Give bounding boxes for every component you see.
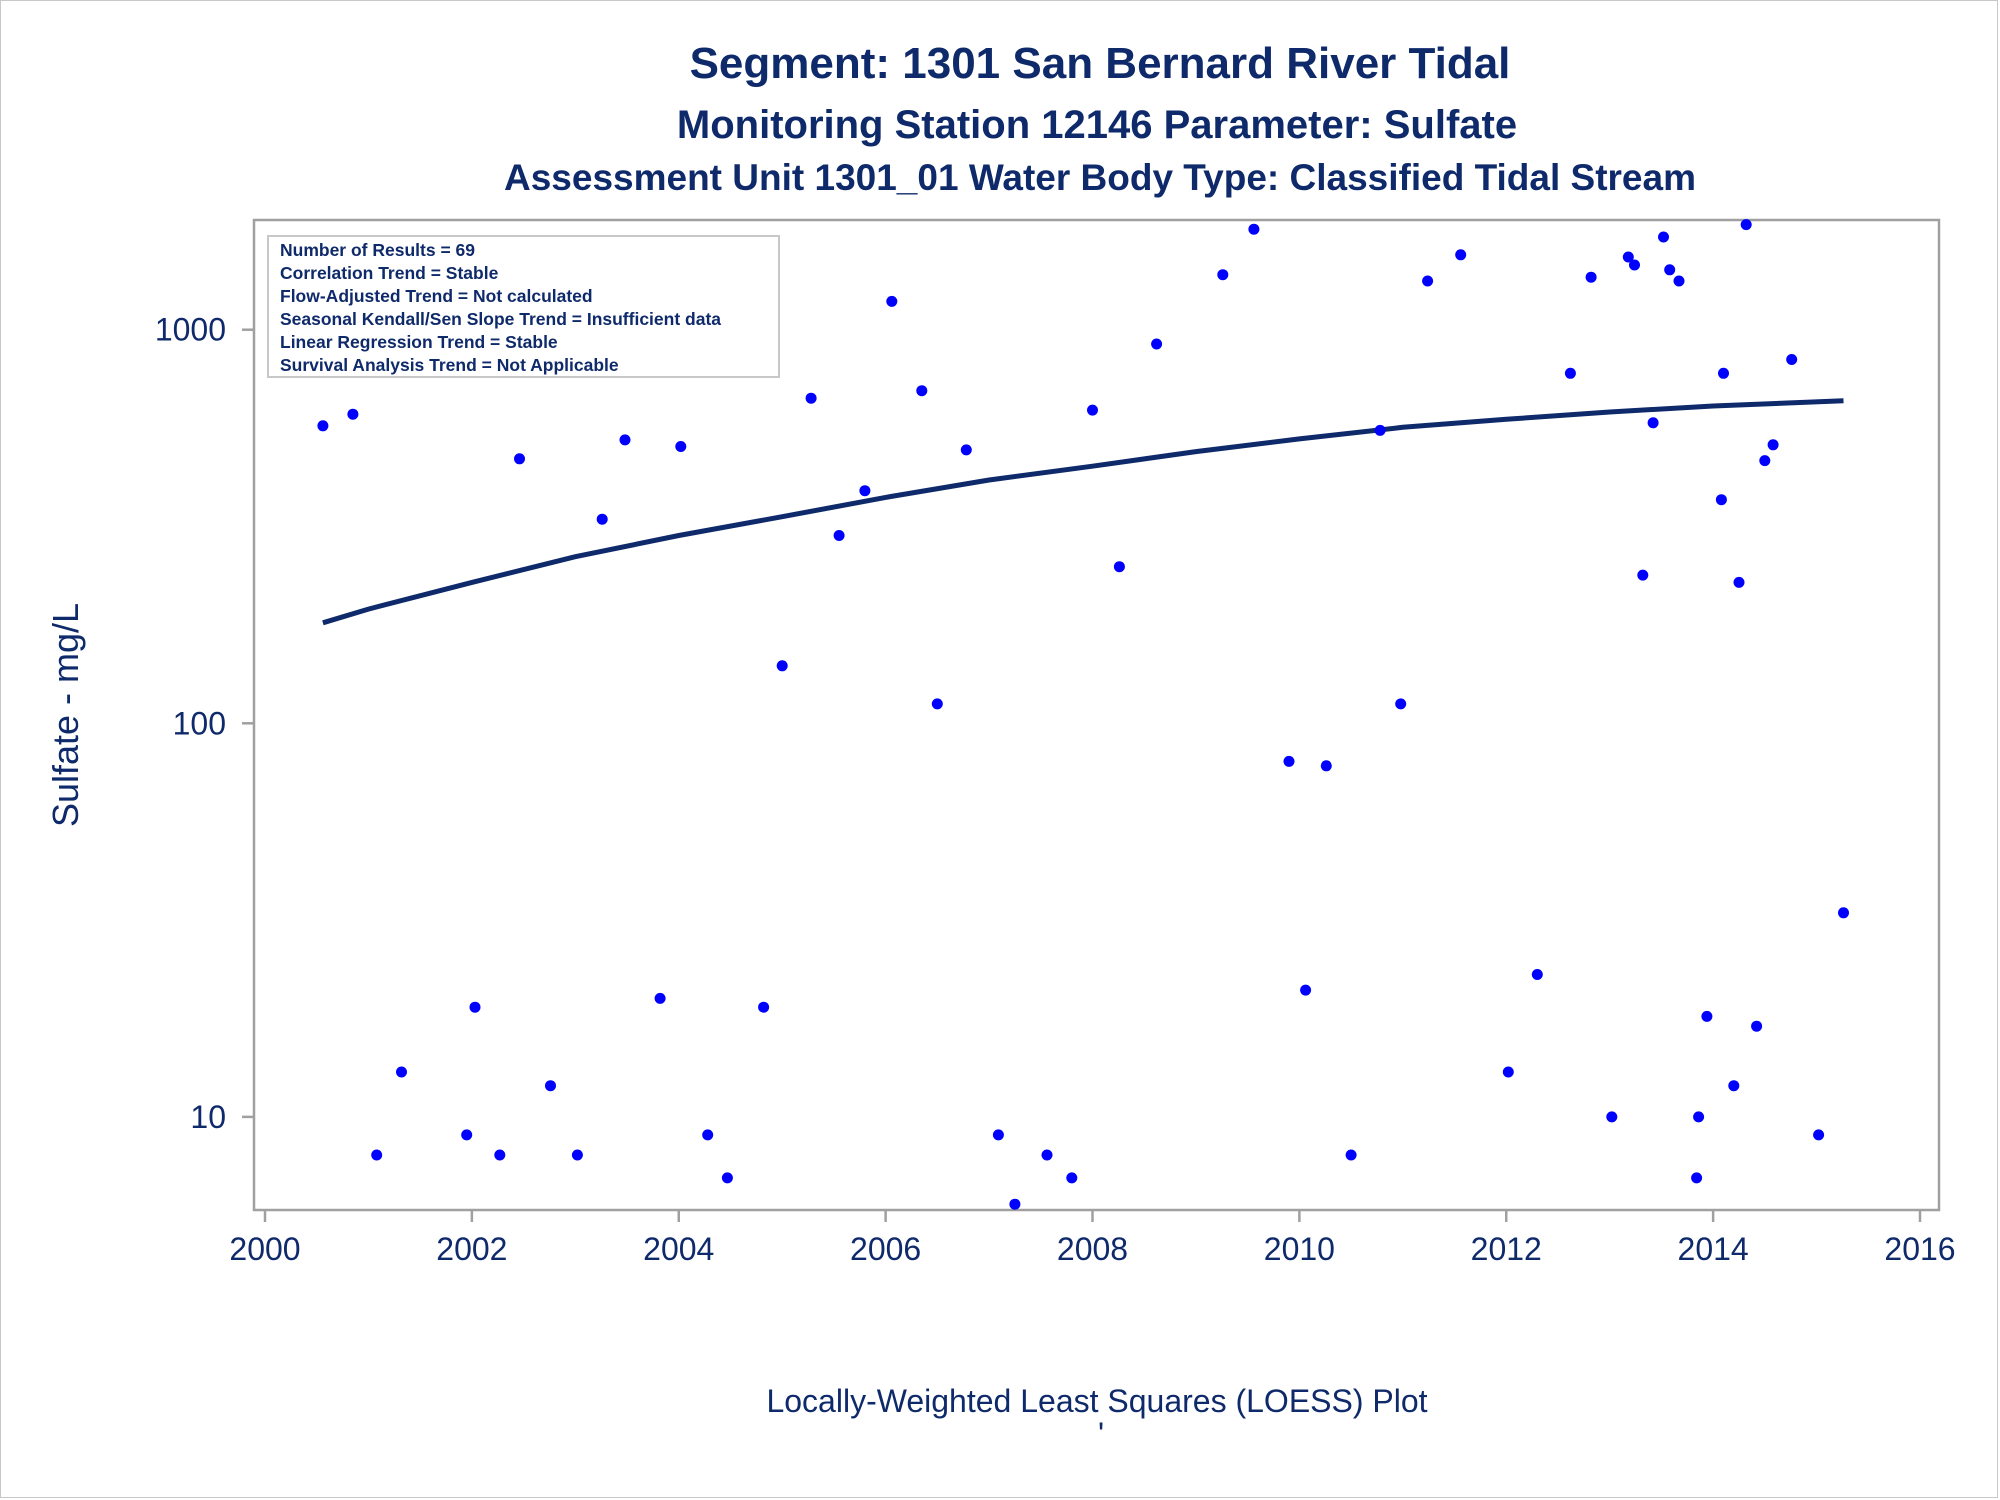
chart-title: Segment: 1301 San Bernard River Tidal	[690, 39, 1511, 88]
plot-area	[252, 218, 1941, 1212]
data-point	[1300, 984, 1312, 996]
x-tick-label: 2000	[229, 1231, 300, 1267]
data-point	[1629, 259, 1640, 271]
data-point	[1320, 760, 1332, 772]
data-point	[1693, 1111, 1705, 1123]
data-point	[1728, 1080, 1740, 1092]
data-point	[619, 434, 631, 446]
x-axis: 2000 2002 2004 2006 2008 2010 2012 2014 2016	[229, 1210, 1956, 1267]
x-tick-label: 2002	[436, 1231, 507, 1267]
chart-footnote-mark: '	[1098, 1416, 1104, 1452]
data-point	[833, 530, 845, 541]
x-tick-label: 2012	[1471, 1231, 1542, 1267]
y-tick-label: 1000	[155, 312, 226, 348]
data-point	[1733, 576, 1745, 588]
data-point	[1838, 907, 1849, 919]
x-tick-label: 2008	[1057, 1231, 1128, 1267]
stats-inset-box	[267, 235, 780, 378]
data-point	[992, 1129, 1004, 1141]
data-point	[1701, 1010, 1713, 1022]
inset-number-of-results: Number of Results = 69	[280, 240, 475, 260]
data-point	[1009, 1198, 1021, 1210]
data-point	[1813, 1129, 1825, 1141]
y-axis: 10 100 1000	[155, 312, 254, 1135]
data-point	[1041, 1149, 1053, 1161]
inset-seasonal-kendall-trend: Seasonal Kendall/Sen Slope Trend = Insuf…	[280, 309, 721, 329]
data-point	[805, 392, 817, 404]
data-point	[1374, 424, 1386, 436]
data-point	[1087, 404, 1098, 416]
y-axis-label: Sulfate - mg/L	[45, 603, 86, 827]
data-point	[654, 992, 666, 1004]
data-point	[396, 1066, 407, 1078]
data-point	[1718, 367, 1729, 379]
data-points	[317, 219, 1849, 1210]
chart-subtitle-assessment: Assessment Unit 1301_01 Water Body Type:…	[504, 157, 1696, 198]
data-point	[1395, 698, 1407, 710]
data-point	[1455, 249, 1467, 261]
data-point	[514, 453, 525, 465]
data-point	[1217, 269, 1229, 281]
data-point	[317, 420, 329, 432]
data-point	[1637, 569, 1649, 581]
data-point	[1740, 219, 1752, 231]
data-point	[1248, 223, 1260, 235]
data-point	[1767, 439, 1779, 451]
data-point	[1066, 1172, 1078, 1184]
inset-flow-adjusted-trend: Flow-Adjusted Trend = Not calculated	[280, 286, 593, 306]
data-point	[494, 1149, 506, 1161]
data-point	[1151, 338, 1163, 350]
y-tick-label: 10	[190, 1099, 226, 1135]
inset-linear-regression-trend: Linear Regression Trend = Stable	[280, 332, 558, 352]
data-point	[675, 441, 687, 452]
data-point	[469, 1001, 481, 1013]
data-point	[721, 1172, 733, 1184]
data-point	[931, 698, 943, 710]
data-point	[1564, 367, 1576, 379]
data-point	[758, 1001, 770, 1013]
inset-survival-analysis-trend: Survival Analysis Trend = Not Applicable	[280, 355, 619, 375]
data-point	[596, 513, 608, 525]
data-point	[1658, 231, 1669, 243]
x-tick-label: 2006	[850, 1231, 921, 1267]
data-point	[702, 1129, 714, 1141]
data-point	[1664, 264, 1676, 276]
data-point	[545, 1080, 556, 1092]
data-point	[1622, 251, 1634, 263]
loess-trend-line	[322, 398, 1844, 626]
data-point	[1422, 275, 1434, 287]
x-tick-label: 2016	[1884, 1231, 1955, 1267]
data-point	[1759, 455, 1771, 467]
data-point	[1647, 417, 1659, 429]
data-point	[1502, 1066, 1514, 1078]
x-tick-label: 2014	[1678, 1231, 1749, 1267]
data-point	[776, 660, 788, 672]
data-point	[960, 444, 972, 456]
data-point	[1283, 755, 1295, 767]
data-point	[1786, 354, 1798, 365]
data-point	[1531, 969, 1543, 980]
data-point	[1113, 561, 1125, 573]
inset-correlation-trend: Correlation Trend = Stable	[280, 263, 499, 283]
data-point	[371, 1149, 383, 1161]
data-point	[347, 408, 359, 420]
chart-footnote: Locally-Weighted Least Squares (LOESS) P…	[766, 1383, 1427, 1419]
x-tick-label: 2004	[643, 1231, 714, 1267]
data-point	[1691, 1172, 1703, 1184]
data-point	[1673, 275, 1685, 287]
data-point	[461, 1129, 473, 1141]
data-point	[859, 485, 871, 497]
data-point	[1715, 494, 1727, 506]
chart-subtitle-station: Monitoring Station 12146 Parameter: Sulf…	[677, 103, 1517, 147]
data-point	[1751, 1020, 1763, 1032]
data-point	[1606, 1111, 1618, 1123]
data-point	[571, 1149, 583, 1161]
x-tick-label: 2010	[1264, 1231, 1335, 1267]
data-point	[1345, 1149, 1357, 1161]
data-point	[886, 295, 898, 307]
y-tick-label: 100	[173, 705, 226, 741]
data-point	[1585, 271, 1597, 283]
data-point	[916, 385, 928, 397]
